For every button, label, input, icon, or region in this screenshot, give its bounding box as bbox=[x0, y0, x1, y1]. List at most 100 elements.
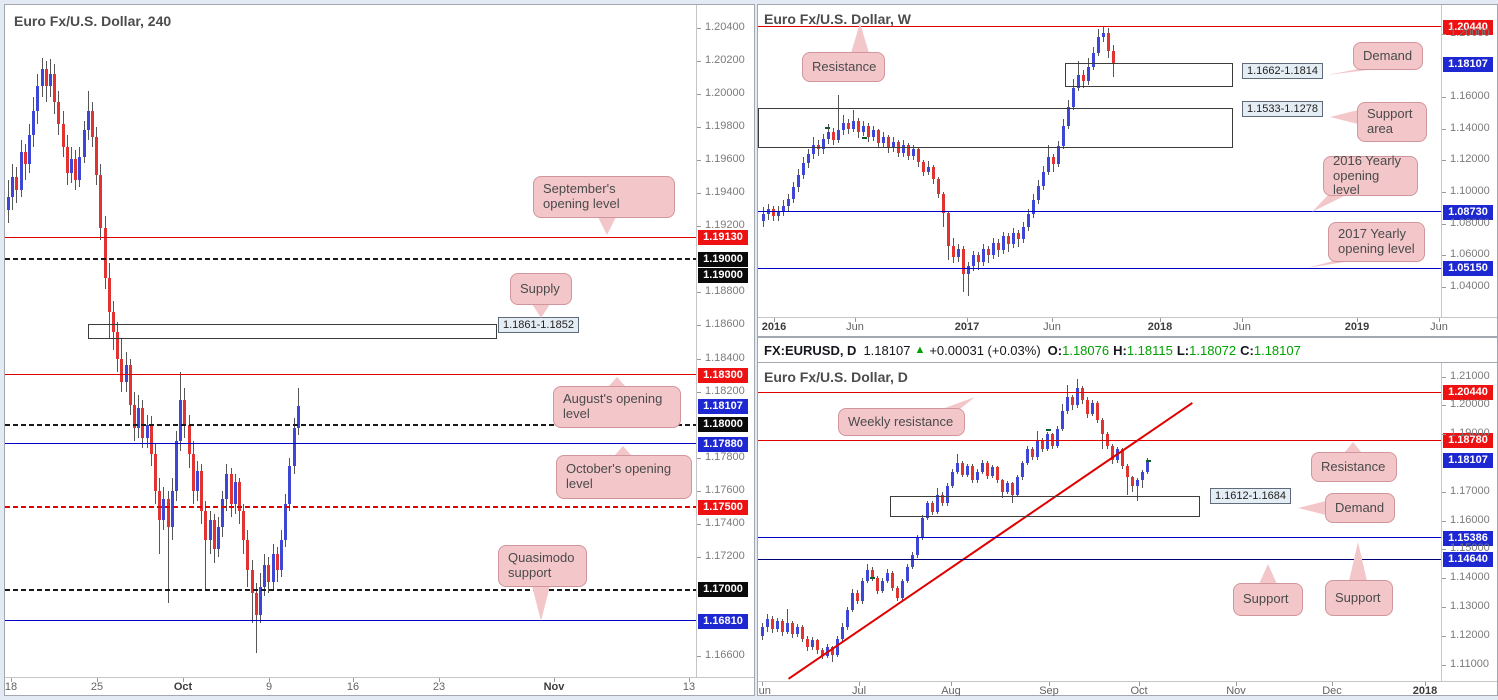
callout-weekly-resistance[interactable]: Weekly resistance bbox=[838, 408, 965, 436]
time-axis-tick bbox=[269, 678, 270, 682]
zone-range-label[interactable]: 1.1861-1.1852 bbox=[498, 317, 579, 333]
price-level-line[interactable] bbox=[5, 588, 696, 591]
callout-tail bbox=[1330, 110, 1358, 124]
time-axis-label: Oct bbox=[173, 681, 193, 693]
candle-body bbox=[801, 627, 804, 639]
candle-body bbox=[1086, 399, 1089, 415]
price-level-line[interactable] bbox=[758, 439, 1441, 441]
callout-tail bbox=[608, 377, 626, 387]
callout-2017-yearly-opening-level[interactable]: 2017 Yearly opening level bbox=[1328, 222, 1425, 262]
candle-body bbox=[296, 406, 300, 428]
candle-body bbox=[981, 463, 984, 472]
callout-resistance[interactable]: Resistance bbox=[802, 52, 885, 82]
candle-body bbox=[196, 470, 199, 491]
daily-time-axis[interactable]: Jun Jul Aug Sep Oct Nov Dec 2018 bbox=[758, 682, 1497, 696]
time-axis-tick bbox=[762, 682, 763, 686]
price-level-line[interactable] bbox=[758, 26, 1441, 28]
candle-body bbox=[120, 358, 124, 382]
price-level-line[interactable] bbox=[5, 374, 696, 376]
trendline[interactable] bbox=[788, 402, 1193, 680]
callout-demand[interactable]: Demand bbox=[1325, 493, 1395, 523]
callout-augusts-opening-level[interactable]: August's opening level bbox=[553, 386, 681, 428]
candle-body bbox=[822, 139, 825, 150]
price-level-line[interactable] bbox=[5, 236, 696, 238]
callout-resistance[interactable]: Resistance bbox=[1311, 452, 1397, 482]
candle-body bbox=[191, 454, 195, 491]
price-axis-tick bbox=[697, 94, 701, 96]
price-level-line[interactable] bbox=[5, 620, 696, 622]
h4-plot-area[interactable]: 1.1861-1.1852 September's opening level Su… bbox=[5, 5, 696, 677]
time-axis-tick bbox=[97, 678, 98, 682]
support-zone-box[interactable] bbox=[758, 107, 1233, 149]
weekly-time-axis[interactable]: 2016 Jun 2017 Jun 2018 Jun 2019 Jun bbox=[758, 318, 1497, 336]
price-level-line[interactable] bbox=[758, 558, 1441, 560]
chart-pane-4h[interactable]: 1.1861-1.1852 September's opening level Su… bbox=[4, 4, 755, 696]
callout-support-left[interactable]: Support bbox=[1233, 583, 1303, 616]
price-axis-badge: 1.18000 bbox=[698, 417, 748, 433]
candle-body bbox=[1112, 51, 1115, 65]
h4-price-axis[interactable]: 1.19130 1.19000 1.19000 1.18300 1.18107 1.180… bbox=[697, 5, 754, 677]
demand-zone-box[interactable] bbox=[1065, 63, 1233, 88]
candle-body bbox=[162, 498, 166, 521]
weekly-plot-area[interactable]: 1.1662-1.1814 1.1533-1.1278 Resistance Dema… bbox=[758, 5, 1441, 317]
symbol-status-bar[interactable]: FX:EURUSD, D 1.18107 ▲ +0.00031 (+0.03%)… bbox=[757, 337, 1498, 363]
price-level-line[interactable] bbox=[5, 443, 696, 445]
callout-septembers-opening-level[interactable]: September's opening level bbox=[533, 176, 675, 218]
daily-price-axis[interactable]: 1.20440 1.18780 1.18107 1.15386 1.14640 1.210… bbox=[1442, 363, 1497, 681]
time-axis-tick bbox=[1160, 318, 1161, 322]
candle-body bbox=[74, 158, 78, 181]
candle-body bbox=[112, 312, 115, 333]
h4-chart-title: Euro Fx/U.S. Dollar, 240 bbox=[14, 13, 172, 29]
supply-zone-box[interactable] bbox=[88, 323, 497, 339]
time-axis-tick bbox=[1236, 682, 1237, 686]
candle-body bbox=[1136, 480, 1139, 487]
chart-pane-daily[interactable]: 1.1612-1.1684 Weekly resistance Resistance… bbox=[757, 362, 1498, 696]
price-axis-label: 1.19800 bbox=[705, 120, 745, 133]
time-axis-tick bbox=[439, 678, 440, 682]
price-level-line[interactable] bbox=[5, 423, 696, 426]
zone-range-label[interactable]: 1.1662-1.1814 bbox=[1242, 63, 1323, 79]
price-axis-badge: 1.19000 bbox=[698, 267, 748, 283]
candle-body bbox=[816, 640, 819, 651]
candle-body bbox=[811, 640, 814, 648]
demand-zone-box[interactable] bbox=[890, 496, 1200, 518]
callout-tail bbox=[532, 304, 550, 318]
callout-2016-yearly-opening-level[interactable]: 2016 Yearly opening level bbox=[1323, 153, 1418, 197]
daily-chart-title: Euro Fx/U.S. Dollar, D bbox=[764, 369, 908, 385]
daily-plot-area[interactable]: 1.1612-1.1684 Weekly resistance Resistance… bbox=[758, 363, 1441, 681]
candle-body bbox=[966, 465, 969, 475]
price-axis-label: 1.18600 bbox=[705, 318, 745, 331]
callout-quasimodo-support[interactable]: Quasimodo support bbox=[498, 545, 587, 587]
price-level-line[interactable] bbox=[758, 391, 1441, 393]
candle-body bbox=[831, 647, 834, 655]
price-axis-badge: 1.17500 bbox=[698, 499, 748, 515]
chart-pane-weekly[interactable]: 1.1662-1.1814 1.1533-1.1278 Resistance Dema… bbox=[757, 4, 1498, 337]
weekly-price-axis[interactable]: 1.20440 1.18107 1.08730 1.05150 1.20000 1.160… bbox=[1442, 5, 1497, 317]
candle-body bbox=[971, 465, 974, 481]
price-level-line[interactable] bbox=[5, 258, 696, 261]
candle-body bbox=[871, 569, 874, 579]
price-axis-label: 1.16000 bbox=[1450, 513, 1490, 526]
candle-body bbox=[851, 592, 854, 610]
price-level-line[interactable] bbox=[758, 267, 1441, 269]
candle-wick bbox=[787, 608, 788, 634]
callout-support-area[interactable]: Support area bbox=[1357, 102, 1427, 142]
callout-demand[interactable]: Demand bbox=[1353, 42, 1423, 70]
price-level-line[interactable] bbox=[5, 506, 696, 509]
candle-body bbox=[1061, 411, 1064, 429]
callout-support-right[interactable]: Support bbox=[1325, 580, 1393, 616]
candle-body bbox=[254, 593, 258, 615]
callout-octobers-opening-level[interactable]: October's opening level bbox=[556, 455, 692, 499]
time-axis-label: Nov bbox=[1226, 685, 1246, 696]
callout-supply[interactable]: Supply bbox=[510, 273, 572, 305]
callout-tail bbox=[1344, 442, 1362, 453]
candle-body bbox=[124, 365, 128, 382]
zone-range-label[interactable]: 1.1612-1.1684 bbox=[1210, 488, 1291, 504]
zone-range-label[interactable]: 1.1533-1.1278 bbox=[1242, 101, 1323, 117]
price-level-line[interactable] bbox=[758, 537, 1441, 539]
price-axis-tick bbox=[697, 457, 701, 459]
h4-time-axis[interactable]: 18 25 Oct 9 16 23 Nov 13 bbox=[5, 678, 754, 695]
price-level-line[interactable] bbox=[758, 211, 1441, 213]
candle-body bbox=[40, 69, 44, 86]
price-axis-tick bbox=[1442, 255, 1446, 257]
